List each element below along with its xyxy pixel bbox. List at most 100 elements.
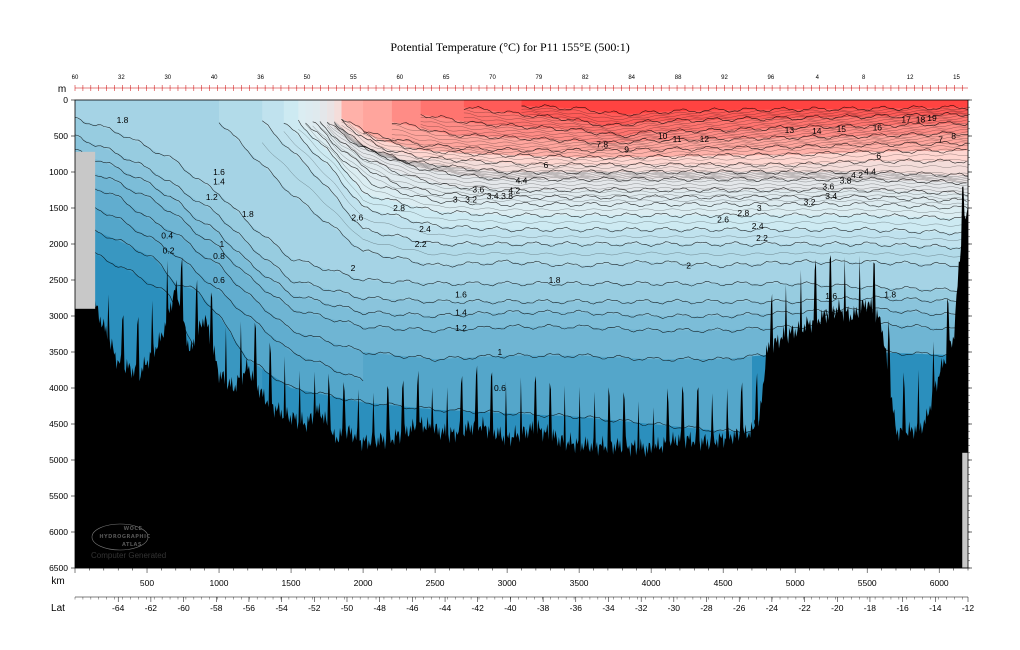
minor-contour-line [521,106,968,117]
minor-contour-line [312,125,968,206]
latitude-tick-label: -42 [472,603,485,613]
minor-contour-line [334,127,968,183]
contour-label: 2.2 [415,239,427,249]
contour-label: 1.6 [825,291,837,301]
contour-line [298,119,967,221]
contour-line [341,119,967,168]
minor-contour-line [521,108,968,120]
contour-label: 10 [658,131,668,141]
contour-line [218,122,968,269]
contour-label: 2.6 [351,212,363,222]
contour-label: 15 [837,124,847,134]
latitude-tick-label: -62 [145,603,158,613]
latitude-axis: Lat -64 -62 -60 -58 -56 -54 -52 -50 -48 -46 -44 -42 -… [51,596,975,614]
station-label: 88 [675,75,682,81]
latitude-tick-label: -32 [635,603,648,613]
contour-label: 0.4 [161,230,173,240]
contour-label: 12 [700,134,710,144]
contour-label: 14 [812,126,822,136]
depth-tick-label: 1500 [49,203,68,213]
contour-line [420,114,968,139]
latitude-tick-label: -36 [570,603,583,613]
contour-label: 1.6 [213,167,225,177]
minor-contour-line [391,129,968,148]
latitude-tick-label: -44 [439,603,452,613]
station-label: 84 [628,75,635,81]
contour-label: 4.4 [516,176,528,186]
depth-tick-label: 3500 [49,347,68,357]
contour-label: 4.2 [508,186,520,196]
contour-label: 7 [938,135,943,145]
minor-contour-line [326,122,968,186]
latitude-tick-label: -22 [798,603,811,613]
minor-contour-line [319,127,968,200]
latitude-tick-label: -12 [962,603,975,613]
station-label: 4 [816,75,820,81]
minor-contour-line [463,117,968,134]
minor-contour-line [334,124,968,180]
minor-contour-line [521,113,968,126]
plot-area: 1.81.61.41.21.80.40.210.80.622.22.42.62.… [75,100,968,568]
contour-label: 2.4 [419,224,431,234]
contour-line [262,120,968,250]
contour-line [75,117,968,294]
minor-contour-line [334,121,968,177]
minor-contour-line [319,123,968,197]
contour-label: 3.4 [825,191,837,201]
minor-contour-line [420,117,968,138]
depth-tick-label: 3000 [49,311,68,321]
logo-line-3: ATLAS [122,542,142,548]
contour-label: 2.4 [752,221,764,231]
computer-generated-label: Computer Generated [91,551,166,560]
latitude-tick-label: -50 [341,603,354,613]
contour-line [75,198,364,382]
station-label: 50 [304,75,311,81]
minor-contour-line [420,124,968,142]
contour-label: 1 [498,347,503,357]
depth-tick-label: 0 [63,95,68,105]
latitude-tick-label: -30 [668,603,681,613]
contour-label: 1.6 [455,289,467,299]
chart-title: Potential Temperature (°C) for P11 155°E… [390,40,630,54]
contour-label: 9 [624,145,629,155]
station-label: 15 [953,75,960,81]
distance-tick-label: 3000 [498,578,517,588]
sea-floor [75,186,968,568]
contour-label: 1.2 [819,320,831,330]
contour-label: 2 [351,263,356,273]
contour-label: 11 [673,134,682,144]
latitude-axis-title: Lat [51,603,65,614]
contour-label: 4.4 [864,166,876,176]
contour-label: 1.4 [455,307,467,317]
latitude-tick-label: -38 [537,603,550,613]
contour-label: 6 [876,151,881,161]
contour-label: 1.4 [824,307,836,317]
contour-label: 7.8 [596,140,608,150]
contour-label: 3.8 [840,176,852,186]
contour-line [75,134,968,305]
contour-label: 0.2 [163,246,175,256]
contour-line [391,122,968,145]
minor-contour-line [420,126,968,144]
depth-axis-title: m [58,84,66,95]
station-label: 82 [582,75,589,81]
latitude-tick-label: -64 [112,603,125,613]
contour-line [521,104,968,117]
station-label: 92 [721,75,728,81]
contour-label: 16 [873,122,883,132]
minor-contour-line [463,108,968,129]
contour-label: 3.6 [472,184,484,194]
depth-tick-label: 5500 [49,491,68,501]
contour-label: 3 [453,194,458,204]
depth-tick-label: 4500 [49,419,68,429]
contour-label: 0 [754,417,759,427]
minor-contour-line [326,126,968,193]
contour-label: 1.8 [549,275,561,285]
depth-tick-label: 2000 [49,239,68,249]
contour-line [75,224,753,435]
latitude-tick-label: -18 [864,603,877,613]
woce-logo: WOCE HYDROGRAPHIC ATLAS [91,523,150,551]
contour-label: 2.8 [737,208,749,218]
contour-label: 6 [544,160,549,170]
